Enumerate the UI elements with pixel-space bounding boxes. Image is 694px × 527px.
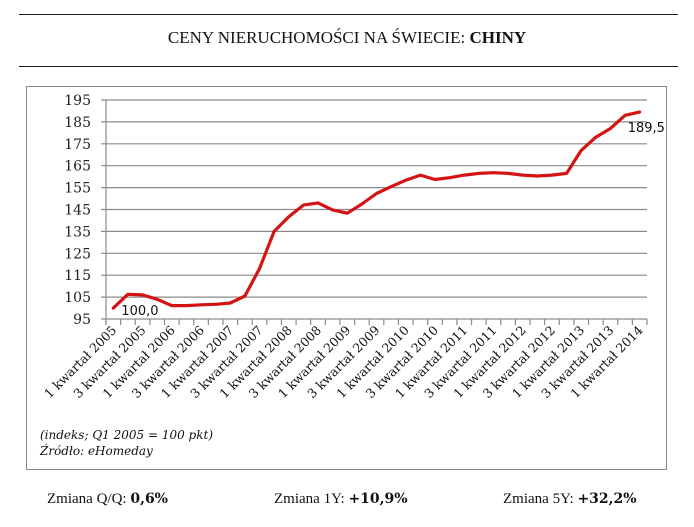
top-rule (19, 14, 678, 15)
y-tick-label: 95 (73, 312, 91, 328)
y-tick-label: 165 (64, 159, 91, 175)
y-tick-label: 185 (64, 115, 91, 131)
end-value-label: 189,5 (628, 121, 665, 136)
stat-qq: Zmiana Q/Q: 0,6% (47, 491, 168, 508)
y-tick-label: 115 (64, 268, 91, 284)
y-tick-label: 195 (64, 93, 91, 109)
y-tick-label: 155 (64, 181, 91, 197)
stat-1y-value: +10,9% (348, 491, 408, 507)
stat-5y-label: Zmiana 5Y: (503, 491, 578, 507)
y-tick-label: 145 (64, 203, 91, 219)
y-tick-label: 135 (64, 224, 91, 240)
start-value-label: 100,0 (121, 304, 158, 319)
page-title: CENY NIERUCHOMOŚCI NA ŚWIECIE: CHINY (0, 28, 694, 48)
y-tick-label: 105 (64, 290, 91, 306)
stat-5y-value: +32,2% (577, 491, 637, 507)
index-note: (indeks; Q1 2005 = 100 pkt) (40, 428, 214, 442)
chart-frame (26, 86, 667, 470)
bottom-rule (19, 66, 678, 67)
price-index-line (111, 110, 642, 310)
stat-qq-label: Zmiana Q/Q: (47, 491, 131, 507)
source-note: Źródło: eHomeday (40, 444, 153, 458)
y-tick-label: 125 (64, 246, 91, 262)
stat-qq-value: 0,6% (130, 491, 168, 507)
title-prefix: CENY NIERUCHOMOŚCI NA ŚWIECIE: (167, 28, 470, 47)
stat-5y: Zmiana 5Y: +32,2% (503, 491, 637, 508)
stat-1y: Zmiana 1Y: +10,9% (274, 491, 408, 508)
y-tick-label: 175 (64, 137, 91, 153)
title-country: CHINY (469, 28, 527, 47)
stat-1y-label: Zmiana 1Y: (274, 491, 349, 507)
